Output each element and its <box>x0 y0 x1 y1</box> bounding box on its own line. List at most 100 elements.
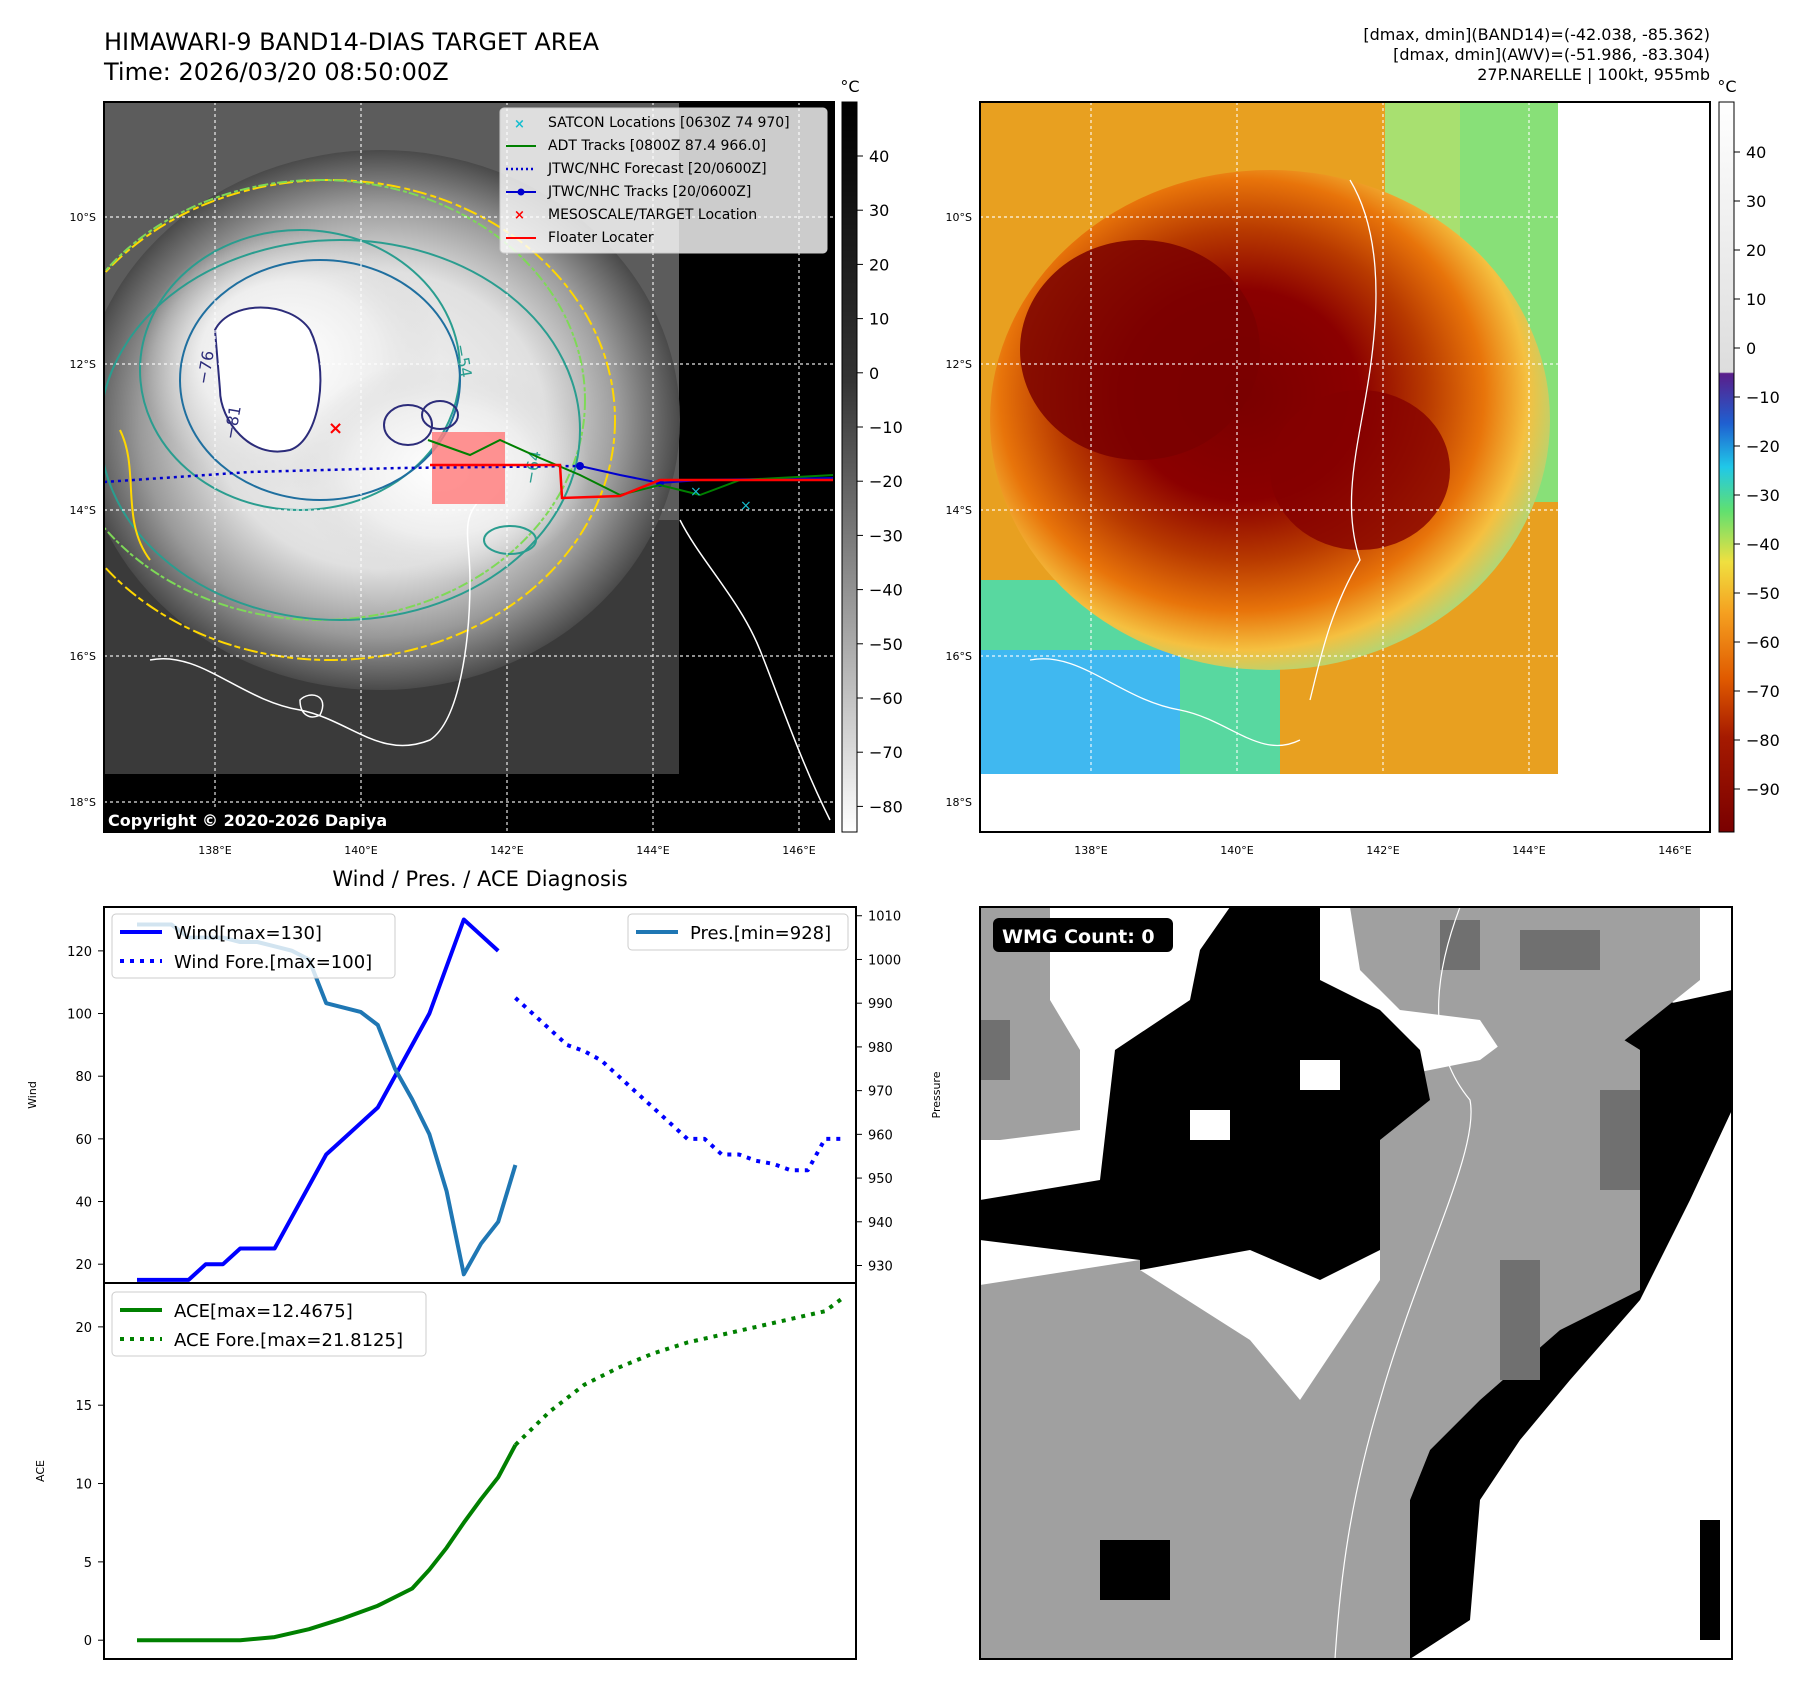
colorbar-tick-label: −20 <box>869 472 903 491</box>
legend-label: Pres.[min=928] <box>690 923 831 944</box>
colorbar-tick-label: −40 <box>1746 535 1780 554</box>
ace-y-ticks: 0 5 10 15 20 <box>75 1321 104 1649</box>
y-tick-label: 10 <box>75 1478 92 1493</box>
legend-item: ADT Tracks [0800Z 87.4 966.0] <box>506 138 766 154</box>
lat-label: 16°S <box>70 650 96 663</box>
y2-tick-label: 970 <box>868 1085 893 1100</box>
lat-label: 12°S <box>946 358 972 371</box>
lat-labels: 10°S 12°S 14°S 16°S 18°S <box>946 211 972 809</box>
figure-title: HIMAWARI-9 BAND14-DIAS TARGET AREA <box>104 28 600 56</box>
colorbar-tick-label: −50 <box>1746 584 1780 603</box>
colorbar-tick-label: 20 <box>1746 241 1766 260</box>
jtwc-forecast-track <box>104 464 581 484</box>
adt-track <box>427 438 834 497</box>
figure-time: Time: 2026/03/20 08:50:00Z <box>103 58 449 86</box>
y-tick-label: 0 <box>84 1634 92 1649</box>
colorbar-unit: °C <box>840 77 859 96</box>
legend-item: × MESOSCALE/TARGET Location <box>514 207 757 223</box>
wmg-panel: WMG Count: 0 <box>979 906 1733 1660</box>
legend-label: SATCON Locations [0630Z 74 970] <box>548 115 790 131</box>
colorbar-awv: °C 40 30 20 10 0 −10 −20 −30 −40 −50 −60 −70 −80 −90 <box>1717 77 1780 833</box>
ir-map-panel: −76 −81 −54 −64 × × × Copyright © 2020-2… <box>70 77 903 857</box>
legend-label: ACE[max=12.4675] <box>174 1301 353 1322</box>
wind-series-line <box>137 917 500 1282</box>
y-tick-label: 15 <box>75 1399 92 1414</box>
colorbar-tick-label: −90 <box>1746 780 1780 799</box>
lon-label: 142°E <box>1366 844 1399 857</box>
lon-labels: 138°E 140°E 142°E 144°E 146°E <box>198 844 815 857</box>
colorbar-tick-label: 30 <box>869 201 889 220</box>
ace-legend: ACE[max=12.4675] ACE Fore.[max=21.8125] <box>111 1291 427 1357</box>
y-tick-label: 20 <box>75 1258 92 1273</box>
legend-label: MESOSCALE/TARGET Location <box>548 207 757 223</box>
lon-label: 146°E <box>782 844 815 857</box>
legend-item: JTWC/NHC Forecast [20/0600Z] <box>506 161 767 177</box>
y2-tick-label: 1010 <box>868 910 901 925</box>
y-tick-label: 5 <box>84 1556 92 1571</box>
lon-label: 138°E <box>198 844 231 857</box>
colorbar-tick-label: −20 <box>1746 437 1780 456</box>
dmax-band14: [dmax, dmin](BAND14)=(-42.038, -85.362) <box>1363 25 1710 44</box>
legend-label: Floater Locater <box>548 230 654 246</box>
legend-item: JTWC/NHC Tracks [20/0600Z] <box>506 184 751 200</box>
map-legend: × SATCON Locations [0630Z 74 970] ADT Tr… <box>499 107 828 254</box>
lon-label: 138°E <box>1074 844 1107 857</box>
legend-label: JTWC/NHC Tracks [20/0600Z] <box>547 184 751 200</box>
y-tick-label: 80 <box>75 1070 92 1085</box>
colorbar-tick-label: 0 <box>869 364 879 383</box>
colorbar-tick-label: 30 <box>1746 192 1766 211</box>
wmg-imagery <box>980 907 1732 1659</box>
wind-legend: Wind[max=130] Wind Fore.[max=100] <box>111 913 396 979</box>
colorbar-tick-label: −80 <box>1746 731 1780 750</box>
pressure-y-ticks: 930 940 950 960 970 980 990 1000 1010 <box>856 910 901 1275</box>
colorbar-tick-label: −70 <box>869 743 903 762</box>
legend-item: Floater Locater <box>506 230 654 246</box>
lat-label: 18°S <box>946 796 972 809</box>
colorbar-tick-label: −40 <box>869 581 903 600</box>
pressure-axis-label: Pressure <box>930 1071 943 1118</box>
ace-forecast-line <box>514 1296 844 1447</box>
legend-item: Wind Fore.[max=100] <box>120 952 372 973</box>
lat-labels: 10°S 12°S 14°S 16°S 18°S <box>70 211 96 809</box>
lon-label: 140°E <box>1220 844 1253 857</box>
wmg-count-label: WMG Count: 0 <box>1002 926 1155 948</box>
colorbar-tick-label: −60 <box>1746 633 1780 652</box>
diagnosis-panel: Wind / Pres. / ACE Diagnosis Wind Pressu… <box>26 867 943 1660</box>
x-marker-icon: × <box>514 208 525 223</box>
lat-label: 12°S <box>70 358 96 371</box>
lon-label: 140°E <box>344 844 377 857</box>
colorbar-tick-label: −70 <box>1746 682 1780 701</box>
y-tick-label: 40 <box>75 1196 92 1211</box>
y2-tick-label: 940 <box>868 1216 893 1231</box>
y2-tick-label: 980 <box>868 1041 893 1056</box>
colorbar-unit: °C <box>1717 77 1736 96</box>
y2-tick-label: 960 <box>868 1128 893 1143</box>
legend-label: JTWC/NHC Forecast [20/0600Z] <box>547 161 767 177</box>
legend-item: ACE[max=12.4675] <box>120 1301 353 1322</box>
satcon-marker: × <box>690 484 702 500</box>
legend-item: Pres.[min=928] <box>636 923 831 944</box>
lat-label: 16°S <box>946 650 972 663</box>
legend-label: Wind Fore.[max=100] <box>174 952 372 973</box>
colorbar-tick-label: 10 <box>1746 290 1766 309</box>
ace-axis-label: ACE <box>34 1460 47 1482</box>
awv-imagery <box>980 102 1710 832</box>
y-tick-label: 60 <box>75 1133 92 1148</box>
lon-labels: 138°E 140°E 142°E 144°E 146°E <box>1074 844 1691 857</box>
satcon-marker: × <box>740 498 752 514</box>
copyright-label: Copyright © 2020-2026 Dapiya <box>108 811 387 830</box>
target-marker: × <box>328 418 343 439</box>
storm-label: 27P.NARELLE | 100kt, 955mb <box>1477 65 1710 84</box>
colorbar-tick-label: −80 <box>869 797 903 816</box>
pressure-legend: Pres.[min=928] <box>627 913 849 951</box>
colorbar-tick-label: −10 <box>869 418 903 437</box>
wmg-count-box <box>993 918 1173 952</box>
chart-title: Wind / Pres. / ACE Diagnosis <box>332 867 627 891</box>
lon-label: 142°E <box>490 844 523 857</box>
lon-label: 146°E <box>1658 844 1691 857</box>
awv-map-panel: 10°S 12°S 14°S 16°S 18°S 138°E 140°E 142… <box>946 77 1780 857</box>
legend-item: Wind[max=130] <box>120 923 322 944</box>
colorbar-ir: °C 40 30 20 10 0 −10 −20 −30 −40 −50 −60 −70 −80 <box>840 77 903 833</box>
colorbar-tick-label: −30 <box>869 526 903 545</box>
y-tick-label: 120 <box>67 945 92 960</box>
